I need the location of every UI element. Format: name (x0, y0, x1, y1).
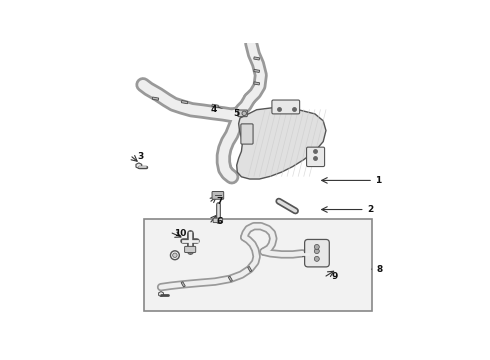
Bar (254, 57, 260, 60)
FancyBboxPatch shape (185, 246, 196, 252)
Circle shape (242, 111, 246, 116)
Polygon shape (136, 163, 142, 168)
Polygon shape (237, 107, 326, 179)
Text: 2: 2 (367, 205, 373, 214)
Text: 4: 4 (211, 105, 217, 114)
Text: 9: 9 (331, 271, 338, 280)
FancyBboxPatch shape (305, 239, 329, 267)
Bar (181, 282, 185, 287)
Circle shape (314, 244, 319, 249)
Bar (254, 69, 260, 72)
FancyBboxPatch shape (145, 219, 372, 311)
Circle shape (314, 249, 319, 253)
FancyBboxPatch shape (307, 147, 324, 167)
Bar (254, 82, 260, 85)
FancyBboxPatch shape (238, 110, 247, 117)
FancyBboxPatch shape (241, 124, 253, 144)
Text: 5: 5 (233, 109, 239, 118)
Text: 6: 6 (216, 217, 222, 226)
Bar (181, 100, 188, 104)
Bar (228, 276, 232, 282)
Text: 7: 7 (216, 197, 222, 206)
Bar (152, 97, 159, 100)
Bar (247, 266, 252, 272)
Text: 10: 10 (174, 229, 187, 238)
Polygon shape (159, 292, 164, 297)
Text: 3: 3 (137, 152, 144, 161)
Circle shape (172, 253, 177, 257)
Circle shape (171, 251, 179, 260)
Bar (212, 104, 218, 107)
FancyBboxPatch shape (272, 100, 300, 114)
Text: 1: 1 (375, 176, 382, 185)
FancyBboxPatch shape (212, 192, 223, 199)
Text: 8: 8 (377, 265, 383, 274)
FancyBboxPatch shape (213, 218, 222, 222)
Circle shape (314, 256, 319, 261)
